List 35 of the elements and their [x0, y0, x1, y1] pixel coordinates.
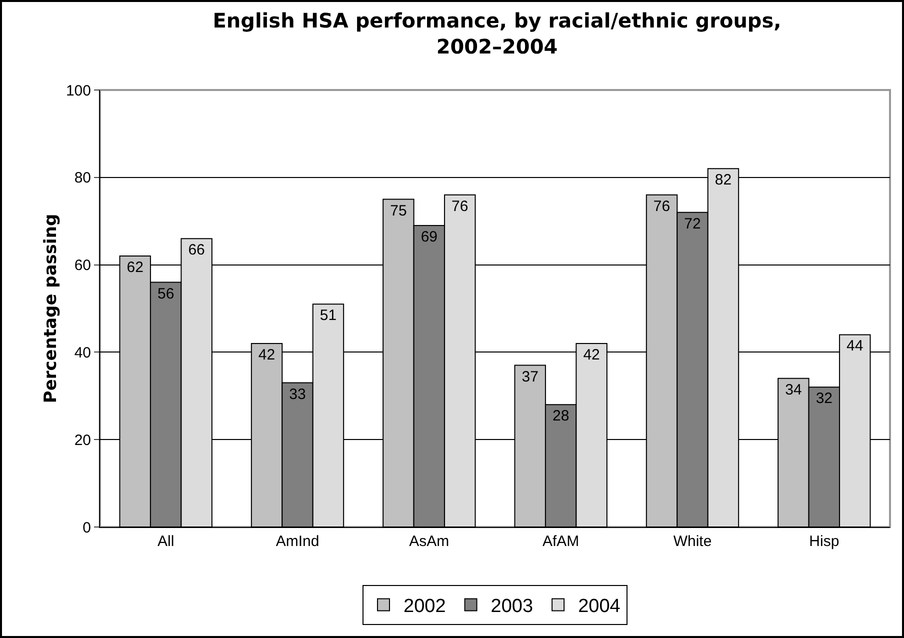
data-label: 28	[552, 408, 570, 425]
legend-label: 2003	[490, 596, 534, 618]
x-tick-label: White	[673, 533, 712, 550]
data-label: 32	[816, 390, 833, 408]
x-tick-label: AfAM	[542, 533, 580, 550]
x-tick-label: AsAm	[409, 533, 450, 550]
y-tick-label: 100	[66, 82, 91, 100]
legend-label: 2002	[404, 596, 446, 618]
x-tick-label: All	[157, 533, 174, 550]
y-tick-label: 0	[82, 519, 91, 536]
data-label: 51	[320, 307, 337, 324]
chart-title: English HSA performance, by racial/ethnic groups, 2002–2004	[212, 8, 782, 58]
data-label: 62	[126, 259, 144, 276]
data-label: 42	[583, 346, 600, 364]
data-label: 33	[289, 386, 306, 403]
data-label: 75	[390, 202, 407, 220]
data-label: 76	[452, 198, 468, 215]
data-label: 34	[785, 381, 802, 398]
x-tick-label: Hisp	[809, 533, 840, 550]
y-tick-label: 20	[74, 432, 91, 449]
data-label: 72	[684, 215, 701, 232]
x-tick-label: AmInd	[276, 533, 320, 550]
legend-label: 2004	[578, 596, 621, 618]
data-label: 37	[522, 368, 538, 386]
data-label: 69	[420, 228, 438, 246]
data-label: 76	[653, 198, 670, 215]
data-label: 66	[188, 242, 205, 259]
y-tick-label: 40	[74, 344, 91, 362]
y-tick-label: 60	[74, 257, 91, 274]
data-label: 56	[157, 285, 174, 302]
data-label: 44	[846, 338, 864, 355]
data-label: 42	[258, 346, 276, 364]
y-axis-title: Percentage passing	[41, 214, 61, 404]
y-tick-label: 80	[74, 170, 91, 187]
data-label: 82	[714, 172, 732, 189]
